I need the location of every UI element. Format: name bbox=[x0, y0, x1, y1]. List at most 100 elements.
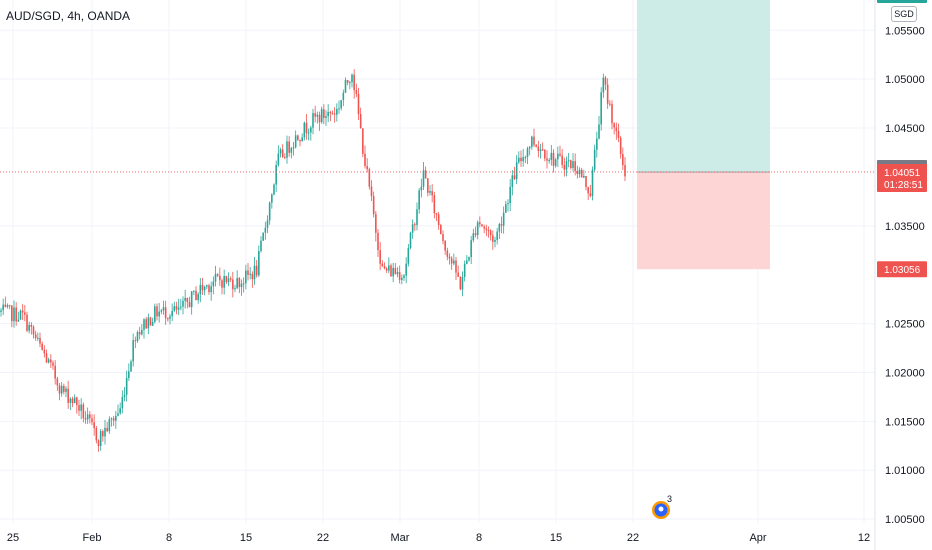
candle-body bbox=[327, 111, 329, 117]
candle bbox=[351, 73, 353, 88]
candle bbox=[327, 104, 329, 123]
candle-body bbox=[487, 229, 490, 231]
candle-body bbox=[110, 418, 113, 420]
candle-body bbox=[333, 113, 336, 115]
candle-body bbox=[502, 212, 505, 226]
candle bbox=[60, 382, 63, 397]
candle-body bbox=[225, 276, 228, 283]
candle bbox=[52, 360, 54, 370]
candle bbox=[214, 265, 217, 287]
candle bbox=[433, 191, 436, 219]
candle bbox=[45, 349, 48, 364]
candle-body bbox=[112, 418, 115, 421]
candle-body bbox=[17, 319, 20, 322]
candle bbox=[82, 402, 85, 423]
candle bbox=[498, 222, 501, 239]
candle bbox=[403, 273, 405, 281]
candle-body bbox=[73, 397, 76, 404]
candle-body bbox=[115, 415, 117, 421]
candle bbox=[593, 144, 596, 173]
candle-body bbox=[531, 136, 533, 147]
candle-body bbox=[483, 226, 485, 229]
candle-body bbox=[513, 175, 516, 180]
candle-body bbox=[468, 256, 470, 261]
candle bbox=[229, 276, 232, 283]
candle-body bbox=[275, 165, 277, 185]
candle bbox=[578, 167, 581, 178]
candle-body bbox=[299, 139, 301, 142]
candle bbox=[496, 227, 498, 245]
candle bbox=[353, 69, 355, 99]
candle-body bbox=[611, 104, 613, 124]
candle-body bbox=[39, 337, 41, 344]
candle bbox=[479, 216, 481, 228]
candle bbox=[550, 145, 553, 166]
candle-body bbox=[251, 273, 254, 280]
candle-body bbox=[533, 136, 535, 145]
candle-body bbox=[407, 247, 410, 264]
candle bbox=[487, 226, 490, 238]
loss-zone[interactable] bbox=[637, 172, 770, 270]
candle-body bbox=[522, 157, 524, 162]
x-tick-label: 15 bbox=[240, 532, 252, 544]
candle bbox=[286, 135, 288, 164]
candle-body bbox=[219, 275, 221, 281]
candle bbox=[136, 330, 139, 343]
candle-body bbox=[377, 232, 379, 251]
candle-body bbox=[541, 149, 544, 151]
event-badge-count: 3 bbox=[667, 494, 672, 504]
currency-button[interactable]: SGD bbox=[891, 6, 917, 22]
candle bbox=[208, 283, 210, 295]
candle-body bbox=[167, 318, 169, 320]
candle-body bbox=[301, 137, 303, 142]
candle-body bbox=[15, 307, 17, 322]
candle-body bbox=[195, 290, 197, 301]
candle-body bbox=[173, 306, 176, 311]
candle-body bbox=[489, 230, 492, 236]
candle bbox=[273, 183, 275, 196]
candle bbox=[388, 257, 390, 274]
candle-body bbox=[158, 311, 160, 317]
candle-body bbox=[305, 122, 308, 134]
candle bbox=[576, 165, 579, 179]
candle bbox=[41, 341, 43, 351]
candle-body bbox=[279, 149, 282, 154]
profit-zone[interactable] bbox=[637, 0, 770, 173]
candle-body bbox=[593, 149, 596, 170]
candle-body bbox=[13, 307, 15, 322]
candle-body bbox=[565, 161, 568, 170]
candle-body bbox=[203, 286, 206, 291]
candle bbox=[119, 402, 121, 415]
candle bbox=[13, 300, 15, 328]
candle-body bbox=[136, 332, 139, 341]
candle bbox=[513, 166, 516, 181]
candle bbox=[600, 87, 602, 131]
candle bbox=[56, 376, 59, 391]
current-price-tag bbox=[877, 163, 927, 192]
candle bbox=[130, 359, 132, 372]
candle bbox=[453, 253, 455, 266]
candle bbox=[314, 105, 316, 123]
candle-body bbox=[236, 278, 238, 289]
candle bbox=[446, 247, 449, 261]
candle bbox=[149, 316, 152, 326]
candle bbox=[531, 135, 533, 150]
candle bbox=[405, 257, 407, 284]
candle-body bbox=[461, 276, 464, 290]
candle-body bbox=[297, 135, 299, 140]
candle bbox=[195, 286, 197, 301]
candle bbox=[533, 128, 535, 148]
candle-body bbox=[229, 278, 232, 280]
candle-body bbox=[65, 388, 67, 392]
candle bbox=[466, 255, 468, 265]
candle bbox=[102, 429, 104, 442]
candle bbox=[6, 303, 9, 309]
candle bbox=[416, 202, 418, 231]
candle-body bbox=[188, 302, 191, 308]
candle-body bbox=[383, 266, 386, 269]
candle-body bbox=[216, 274, 219, 276]
candle-body bbox=[498, 224, 501, 232]
candle-body bbox=[548, 160, 550, 162]
y-tick-label: 1.05500 bbox=[885, 25, 925, 37]
